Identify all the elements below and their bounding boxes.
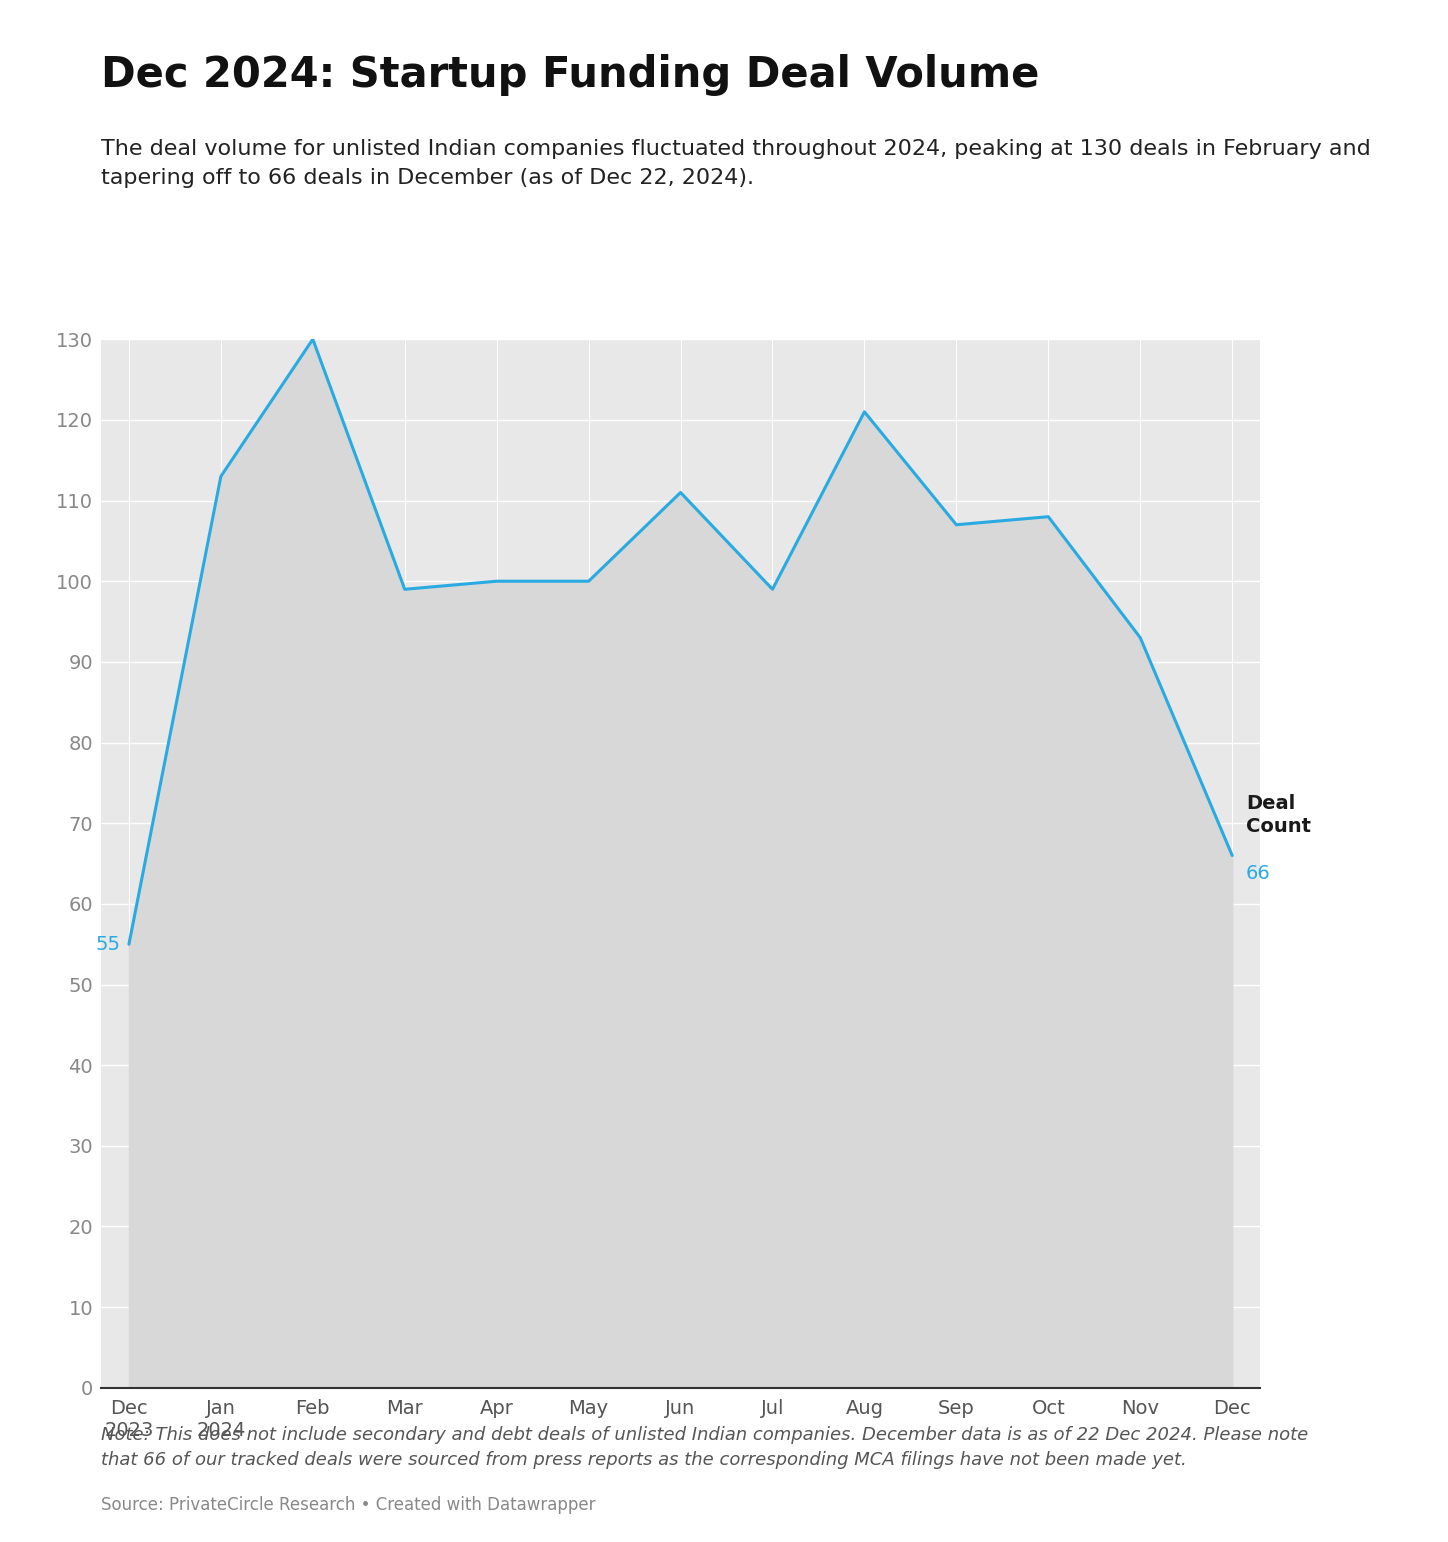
Text: Deal
Count: Deal Count — [1247, 794, 1310, 836]
Text: 55: 55 — [96, 934, 120, 953]
Text: Dec 2024: Startup Funding Deal Volume: Dec 2024: Startup Funding Deal Volume — [101, 54, 1040, 96]
Text: The deal volume for unlisted Indian companies fluctuated throughout 2024, peakin: The deal volume for unlisted Indian comp… — [101, 139, 1371, 188]
Text: Note: This does not include secondary and debt deals of unlisted Indian companie: Note: This does not include secondary an… — [101, 1426, 1309, 1470]
Text: Source: PrivateCircle Research • Created with Datawrapper: Source: PrivateCircle Research • Created… — [101, 1496, 597, 1514]
Text: 66: 66 — [1247, 864, 1271, 882]
